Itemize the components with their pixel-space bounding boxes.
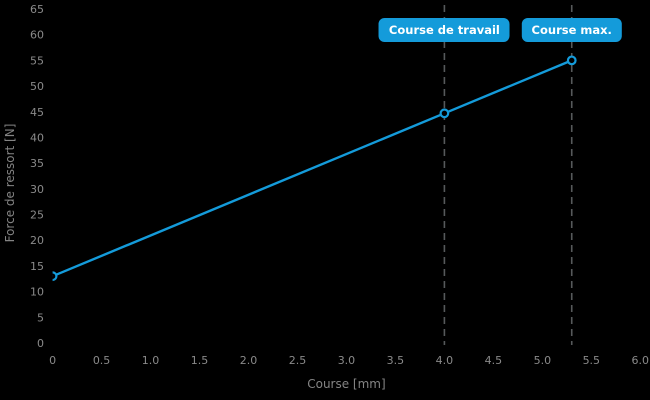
series-group: [52, 55, 577, 282]
x-tick-label: 4.0: [436, 354, 454, 367]
data-point-marker: [566, 55, 577, 66]
data-point-marker: [439, 108, 450, 119]
x-tick-label: 2.5: [289, 354, 307, 367]
x-axis-label: Course [mm]: [307, 377, 385, 391]
x-tick-label: 1.5: [191, 354, 209, 367]
y-tick-label: 10: [30, 286, 44, 299]
y-tick-label: 55: [30, 54, 44, 67]
y-tick-label: 50: [30, 80, 44, 93]
y-axis-label: Force de ressort [N]: [3, 124, 17, 243]
y-tick-label: 30: [30, 183, 44, 196]
x-tick-label: 3.5: [387, 354, 405, 367]
y-tick-label: 65: [30, 3, 44, 16]
y-tick-label: 45: [30, 106, 44, 119]
annotation-badge-course-de-travail: Course de travail: [378, 18, 510, 42]
x-tick-label: 4.5: [485, 354, 503, 367]
x-tick-label: 0.5: [93, 354, 111, 367]
annotation-badge-course-max: Course max.: [521, 18, 622, 42]
data-point-marker: [52, 271, 58, 282]
x-tick-label: 5.5: [583, 354, 601, 367]
x-tick-label: 5.0: [534, 354, 552, 367]
x-tick-label: 3.0: [338, 354, 356, 367]
x-tick-label: 1.0: [142, 354, 160, 367]
y-tick-label: 15: [30, 260, 44, 273]
series-line-force-de-ressort: [52, 59, 573, 278]
x-tick-label: 0: [49, 354, 56, 367]
y-tick-label: 5: [37, 311, 44, 324]
y-tick-label: 25: [30, 209, 44, 222]
y-tick-label: 20: [30, 234, 44, 247]
y-tick-label: 60: [30, 29, 44, 42]
y-tick-label: 35: [30, 157, 44, 170]
x-tick-label: 6.0: [632, 354, 650, 367]
x-tick-label: 2.0: [240, 354, 258, 367]
y-tick-label: 0: [37, 337, 44, 350]
y-tick-label: 40: [30, 131, 44, 144]
